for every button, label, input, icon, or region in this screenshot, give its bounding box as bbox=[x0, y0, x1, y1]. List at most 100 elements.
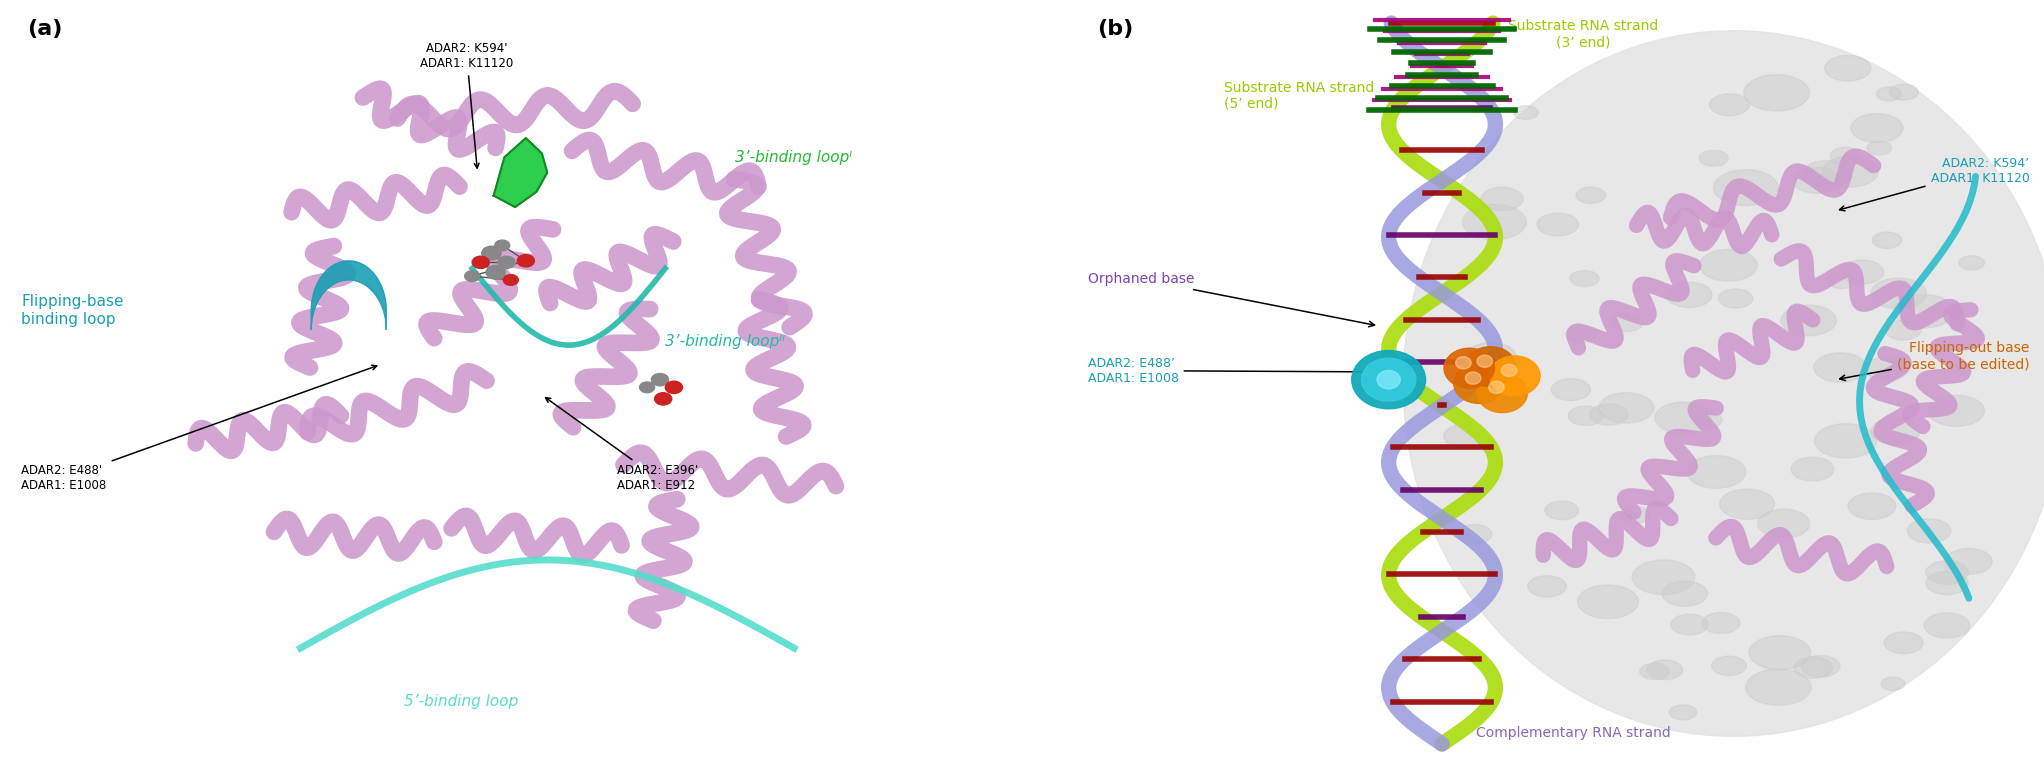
Ellipse shape bbox=[1925, 561, 1968, 584]
Text: (b): (b) bbox=[1098, 19, 1134, 39]
Circle shape bbox=[1500, 364, 1517, 377]
Ellipse shape bbox=[1746, 669, 1811, 706]
Ellipse shape bbox=[1907, 518, 1950, 543]
Ellipse shape bbox=[1958, 255, 1985, 270]
Text: 5’-binding loop: 5’-binding loop bbox=[405, 694, 519, 709]
Ellipse shape bbox=[1686, 456, 1746, 489]
Ellipse shape bbox=[1946, 548, 1993, 574]
Circle shape bbox=[1466, 347, 1517, 387]
Ellipse shape bbox=[1758, 509, 1809, 538]
Ellipse shape bbox=[1447, 353, 1500, 382]
Ellipse shape bbox=[1713, 170, 1778, 206]
Ellipse shape bbox=[1825, 55, 1870, 81]
Circle shape bbox=[652, 374, 668, 386]
Circle shape bbox=[1490, 356, 1539, 396]
Circle shape bbox=[1455, 357, 1472, 369]
Ellipse shape bbox=[1457, 525, 1492, 544]
Ellipse shape bbox=[1703, 613, 1739, 634]
Ellipse shape bbox=[1889, 84, 1917, 100]
Text: Flipping-out base
(base to be edited): Flipping-out base (base to be edited) bbox=[1840, 341, 2030, 380]
Text: ADAR2: K594’
ADAR1: K11120: ADAR2: K594’ ADAR1: K11120 bbox=[1840, 157, 2030, 211]
Circle shape bbox=[1378, 370, 1400, 389]
Ellipse shape bbox=[1568, 406, 1602, 426]
Ellipse shape bbox=[1876, 87, 1901, 100]
Ellipse shape bbox=[1927, 395, 1985, 426]
Ellipse shape bbox=[1870, 418, 1919, 445]
Text: ADAR2: K594'
ADAR1: K11120: ADAR2: K594' ADAR1: K11120 bbox=[421, 42, 513, 168]
Polygon shape bbox=[311, 261, 386, 330]
Circle shape bbox=[1478, 373, 1527, 413]
Ellipse shape bbox=[1840, 260, 1885, 284]
Circle shape bbox=[503, 275, 519, 285]
Ellipse shape bbox=[1466, 343, 1517, 370]
Ellipse shape bbox=[1801, 656, 1840, 677]
Ellipse shape bbox=[1866, 141, 1891, 155]
Circle shape bbox=[1351, 351, 1425, 409]
Circle shape bbox=[640, 382, 654, 393]
Circle shape bbox=[1466, 372, 1480, 384]
Ellipse shape bbox=[1699, 150, 1727, 166]
Ellipse shape bbox=[1923, 613, 1970, 638]
Ellipse shape bbox=[1570, 271, 1598, 287]
Ellipse shape bbox=[1925, 571, 1968, 594]
Ellipse shape bbox=[1880, 677, 1905, 690]
Ellipse shape bbox=[1780, 305, 1836, 336]
Ellipse shape bbox=[1639, 663, 1670, 680]
Text: ADAR2: E396'
ADAR1: E912: ADAR2: E396' ADAR1: E912 bbox=[546, 397, 699, 492]
Ellipse shape bbox=[1670, 705, 1697, 720]
Polygon shape bbox=[495, 138, 548, 207]
Circle shape bbox=[464, 271, 480, 281]
Ellipse shape bbox=[1551, 379, 1590, 400]
Text: 3’-binding loopᴵ: 3’-binding loopᴵ bbox=[736, 150, 852, 165]
Ellipse shape bbox=[1791, 457, 1833, 481]
Ellipse shape bbox=[1670, 614, 1709, 635]
Ellipse shape bbox=[1611, 313, 1643, 331]
Ellipse shape bbox=[1443, 424, 1486, 448]
Ellipse shape bbox=[1823, 156, 1878, 187]
Ellipse shape bbox=[1633, 560, 1694, 594]
Circle shape bbox=[486, 265, 505, 279]
Circle shape bbox=[482, 246, 501, 260]
Text: Complementary RNA strand: Complementary RNA strand bbox=[1476, 726, 1670, 740]
Text: Substrate RNA strand
(3’ end): Substrate RNA strand (3’ end) bbox=[1508, 19, 1658, 49]
Ellipse shape bbox=[1537, 213, 1578, 236]
Ellipse shape bbox=[1590, 404, 1629, 425]
Ellipse shape bbox=[1852, 114, 1903, 143]
Ellipse shape bbox=[1527, 576, 1566, 597]
Text: 3’-binding loopᴵᴵ: 3’-binding loopᴵᴵ bbox=[666, 334, 785, 349]
Ellipse shape bbox=[1576, 187, 1605, 203]
Ellipse shape bbox=[1545, 501, 1578, 520]
Ellipse shape bbox=[1711, 657, 1746, 676]
Ellipse shape bbox=[1619, 507, 1650, 524]
Circle shape bbox=[472, 256, 489, 268]
Ellipse shape bbox=[1848, 493, 1895, 519]
Ellipse shape bbox=[1829, 147, 1860, 164]
Text: ADAR2: E488’
ADAR1: E1008: ADAR2: E488’ ADAR1: E1008 bbox=[1087, 357, 1394, 385]
Ellipse shape bbox=[1402, 31, 2044, 736]
Ellipse shape bbox=[1656, 402, 1711, 433]
Ellipse shape bbox=[1893, 295, 1954, 328]
Ellipse shape bbox=[1699, 249, 1758, 281]
Circle shape bbox=[517, 255, 533, 267]
Ellipse shape bbox=[1598, 393, 1654, 423]
Circle shape bbox=[1443, 348, 1494, 388]
Circle shape bbox=[1488, 381, 1504, 393]
Circle shape bbox=[495, 240, 509, 251]
Ellipse shape bbox=[1578, 585, 1639, 618]
Circle shape bbox=[1361, 358, 1416, 401]
Text: Flipping-base
binding loop: Flipping-base binding loop bbox=[20, 295, 125, 327]
Ellipse shape bbox=[1827, 272, 1856, 288]
Ellipse shape bbox=[1694, 412, 1723, 427]
Circle shape bbox=[1478, 355, 1492, 367]
Ellipse shape bbox=[1513, 106, 1539, 120]
Circle shape bbox=[666, 381, 683, 393]
Ellipse shape bbox=[1866, 357, 1909, 380]
Ellipse shape bbox=[1744, 74, 1809, 111]
Circle shape bbox=[654, 393, 672, 405]
Circle shape bbox=[1453, 364, 1504, 403]
Ellipse shape bbox=[1719, 289, 1752, 308]
Circle shape bbox=[499, 256, 515, 268]
Text: Substrate RNA strand
(5’ end): Substrate RNA strand (5’ end) bbox=[1224, 81, 1374, 110]
Ellipse shape bbox=[1813, 353, 1866, 382]
Ellipse shape bbox=[1566, 326, 1596, 343]
